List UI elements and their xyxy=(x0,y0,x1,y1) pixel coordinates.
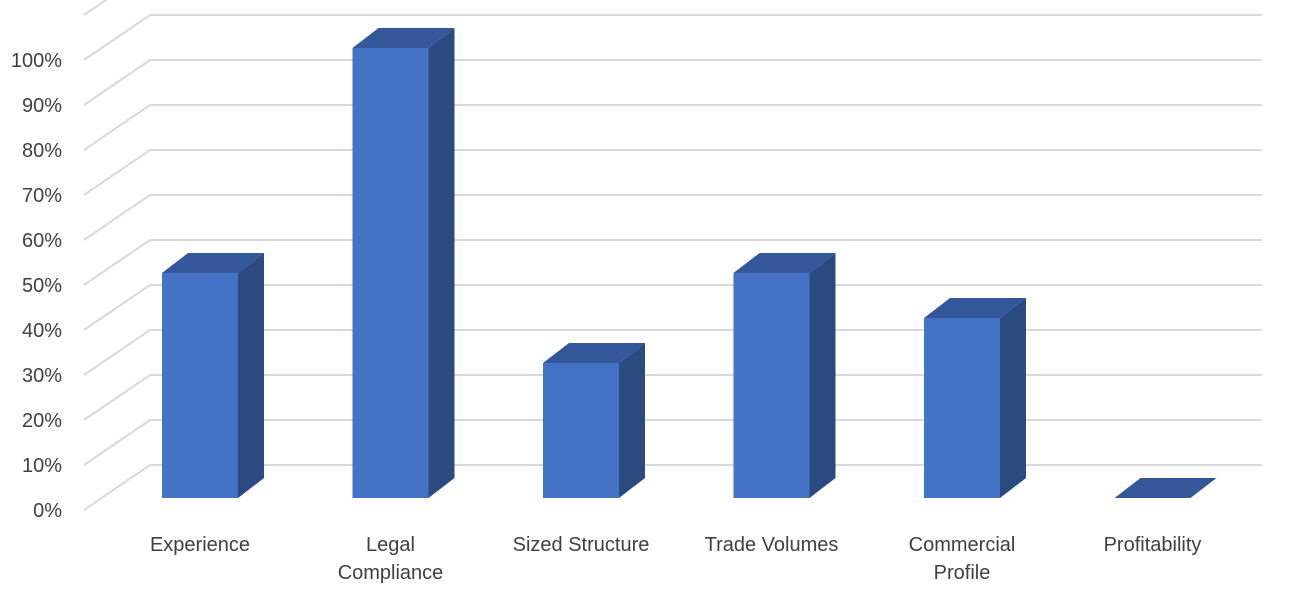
bar-front-face xyxy=(924,318,1000,498)
bar-front-face xyxy=(352,48,429,498)
bar-top-face xyxy=(1114,478,1217,498)
y-tick-label: 30% xyxy=(22,365,62,387)
bar xyxy=(352,28,455,498)
y-tick-label: 70% xyxy=(22,185,62,207)
bar-front-face xyxy=(543,363,619,498)
x-category-label: Trade Volumes xyxy=(705,534,839,556)
bar-side-face xyxy=(238,253,264,498)
y-tick-label: 50% xyxy=(22,275,62,297)
bar xyxy=(1114,478,1217,498)
bar-top-face xyxy=(733,253,836,273)
bars xyxy=(162,28,1217,498)
x-axis-category-labels: Experience Legal Compliance Sized Structure… xyxy=(150,534,1201,584)
gridline xyxy=(83,239,1262,286)
y-tick-label: 40% xyxy=(22,320,62,342)
gridline xyxy=(83,329,1262,376)
bar-side-face xyxy=(1000,298,1026,498)
x-category-label: Legal Compliance xyxy=(338,534,444,584)
bar xyxy=(543,343,645,498)
gridlines xyxy=(83,0,1262,511)
bar-top-face xyxy=(352,28,455,48)
y-tick-label: 10% xyxy=(22,455,62,477)
gridline xyxy=(83,284,1262,331)
bar xyxy=(733,253,836,498)
y-tick-label: 80% xyxy=(22,140,62,162)
x-category-label: Commercial Profile xyxy=(909,534,1016,584)
gridline xyxy=(83,14,1262,61)
bar-top-face xyxy=(924,298,1026,318)
x-category-label: Sized Structure xyxy=(513,534,650,556)
bar-side-face xyxy=(428,28,455,498)
gridline xyxy=(83,194,1262,241)
bar-side-face xyxy=(809,253,836,498)
gridline xyxy=(83,464,1262,511)
y-axis-tick-labels: 0% 10% 20% 30% 40% 50% 60% 70% 80% 90% 100% xyxy=(11,50,62,522)
bar-front-face xyxy=(162,273,238,498)
gridline xyxy=(83,104,1262,151)
bar-side-face xyxy=(619,343,645,498)
x-category-label: Experience xyxy=(150,534,250,556)
y-tick-label: 90% xyxy=(22,95,62,117)
bar-front-face xyxy=(733,273,810,498)
gridline xyxy=(83,419,1262,466)
gridline xyxy=(83,149,1262,196)
bar xyxy=(162,253,264,498)
y-tick-label: 0% xyxy=(33,500,62,522)
gridline xyxy=(83,59,1262,106)
gridline xyxy=(83,374,1262,421)
x-category-label: Profitability xyxy=(1104,534,1202,556)
y-tick-label: 60% xyxy=(22,230,62,252)
y-tick-label: 100% xyxy=(11,50,62,72)
bar xyxy=(924,298,1026,498)
y-tick-label: 20% xyxy=(22,410,62,432)
bar-top-face xyxy=(543,343,645,363)
bar-top-face xyxy=(162,253,264,273)
gridline xyxy=(83,0,108,16)
